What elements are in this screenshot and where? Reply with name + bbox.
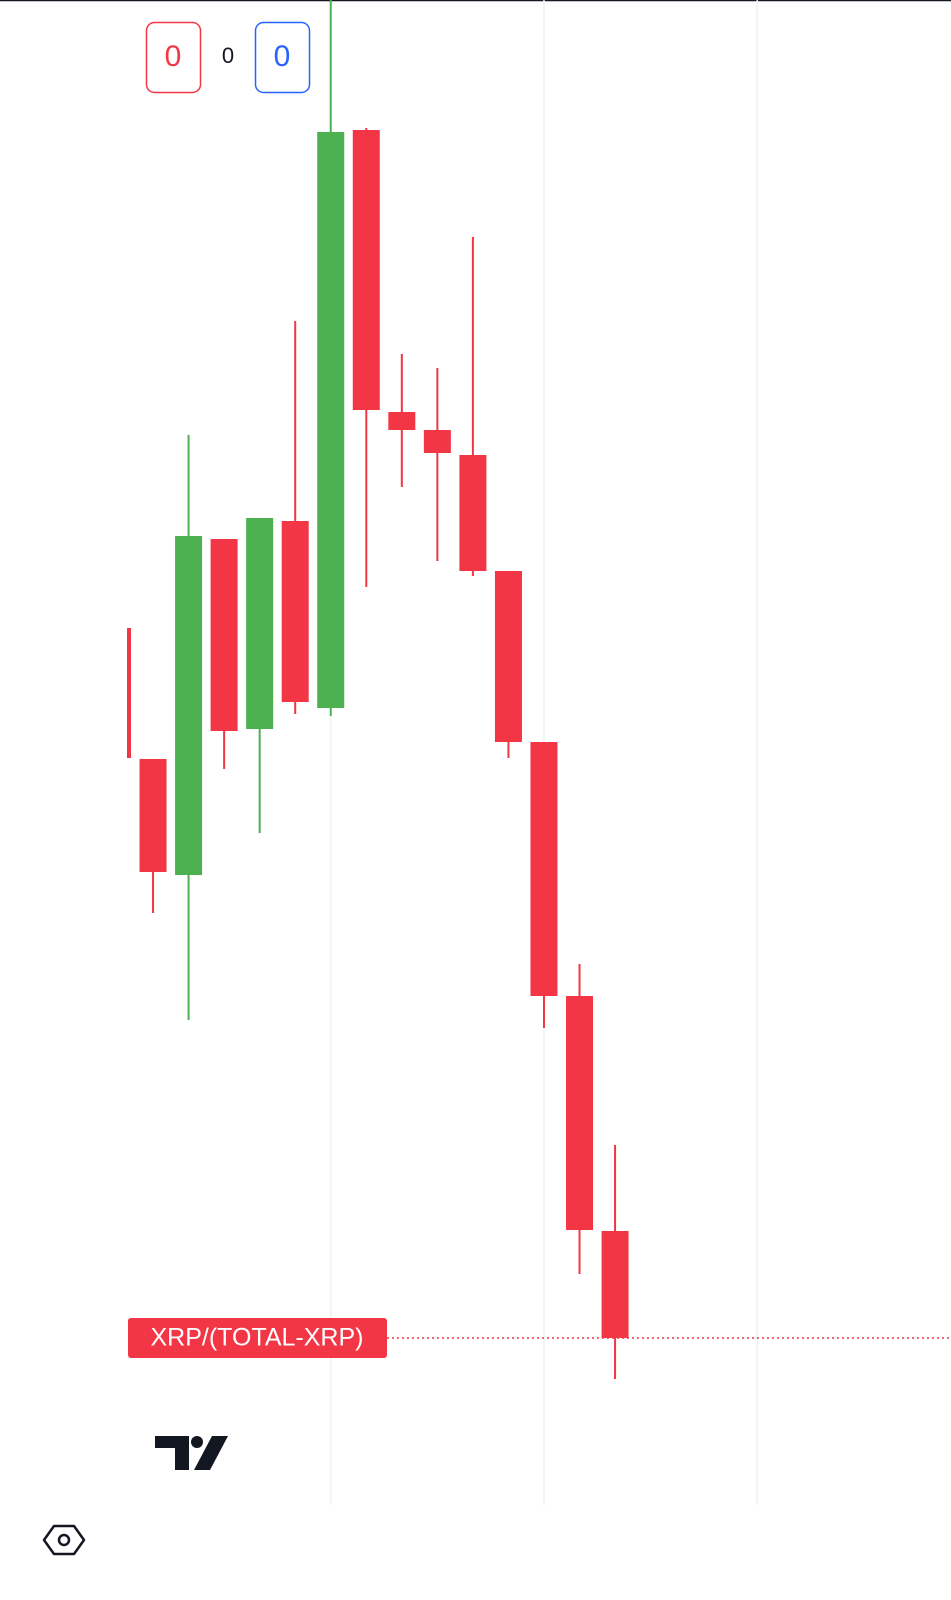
- candle-body: [601, 1231, 629, 1338]
- spread-value: 0: [222, 43, 234, 68]
- candle-body: [317, 132, 345, 708]
- settings-icon[interactable]: [42, 1524, 86, 1556]
- buy-value: 0: [274, 40, 291, 73]
- sell-button[interactable]: [145, 21, 202, 94]
- candle-body: [388, 412, 416, 430]
- price-label-box: [128, 1318, 387, 1358]
- candle-body: [175, 536, 203, 875]
- sell-value: 0: [165, 40, 182, 73]
- x-tick-label: '23: [101, 1524, 135, 1554]
- x-tick-label: Jul: [741, 1524, 774, 1554]
- buy-button[interactable]: [254, 21, 311, 94]
- candle-body: [210, 539, 238, 731]
- x-axis: '23 Jul 2024 Jul: [101, 1524, 774, 1554]
- logo: [155, 1436, 228, 1470]
- candle-body: [494, 571, 522, 742]
- candle-body: [459, 455, 487, 571]
- candle-body: [139, 759, 167, 872]
- candle-body: [246, 518, 274, 729]
- candle-body: [352, 130, 380, 410]
- candle-body: [281, 521, 309, 702]
- candle-body: [423, 430, 451, 453]
- candles: [127, 0, 629, 1379]
- x-tick-label: 2024: [515, 1524, 573, 1554]
- x-tick-label: Jul: [314, 1524, 347, 1554]
- price-label: XRP/(TOTAL-XRP): [151, 1324, 364, 1352]
- candle-body: [127, 628, 131, 758]
- candle-body: [566, 996, 594, 1230]
- candle-body: [530, 742, 558, 996]
